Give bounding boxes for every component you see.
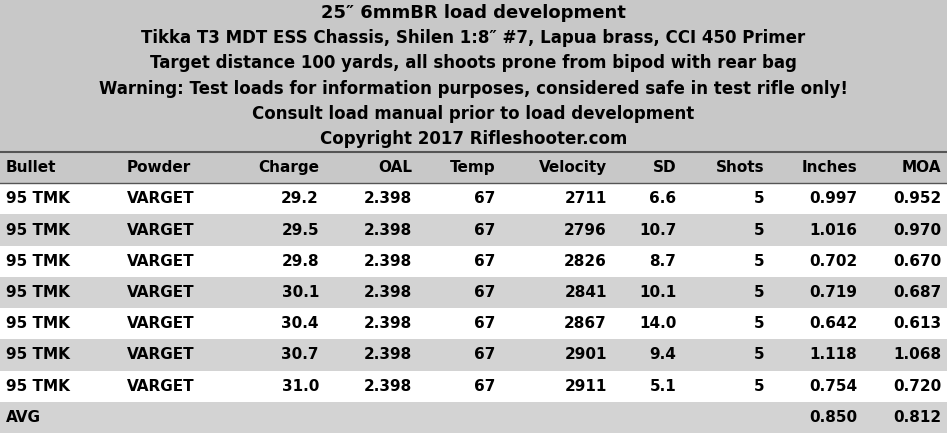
Text: 5: 5 [754, 379, 764, 394]
Text: 67: 67 [474, 223, 495, 238]
Text: 2.398: 2.398 [364, 285, 412, 300]
Text: 95 TMK: 95 TMK [6, 223, 70, 238]
Text: 30.7: 30.7 [281, 347, 319, 362]
Text: 2841: 2841 [564, 285, 607, 300]
Text: 67: 67 [474, 191, 495, 207]
Text: VARGET: VARGET [127, 254, 194, 269]
Text: 29.2: 29.2 [281, 191, 319, 207]
Text: 29.5: 29.5 [281, 223, 319, 238]
Bar [0, 277, 947, 308]
Text: 1.016: 1.016 [810, 223, 857, 238]
Text: 9.4: 9.4 [650, 347, 676, 362]
Text: 0.720: 0.720 [893, 379, 941, 394]
Text: 14.0: 14.0 [639, 316, 676, 331]
Text: 2.398: 2.398 [364, 254, 412, 269]
Text: VARGET: VARGET [127, 223, 194, 238]
Text: 67: 67 [474, 254, 495, 269]
Bar [0, 402, 947, 433]
Text: 95 TMK: 95 TMK [6, 347, 70, 362]
Text: 95 TMK: 95 TMK [6, 285, 70, 300]
Text: 95 TMK: 95 TMK [6, 316, 70, 331]
Text: Charge: Charge [258, 160, 319, 175]
Bar [0, 339, 947, 371]
Text: 95 TMK: 95 TMK [6, 254, 70, 269]
Text: 0.702: 0.702 [809, 254, 857, 269]
Text: Velocity: Velocity [539, 160, 607, 175]
Text: 1.068: 1.068 [893, 347, 941, 362]
Text: Powder: Powder [127, 160, 191, 175]
Text: 30.4: 30.4 [281, 316, 319, 331]
Text: 5: 5 [754, 285, 764, 300]
Bar [0, 214, 947, 246]
Text: 0.812: 0.812 [893, 410, 941, 425]
Text: Shots: Shots [716, 160, 764, 175]
Text: Temp: Temp [450, 160, 495, 175]
Text: 2.398: 2.398 [364, 223, 412, 238]
Text: 8.7: 8.7 [650, 254, 676, 269]
Text: 0.719: 0.719 [810, 285, 857, 300]
Text: 29.8: 29.8 [281, 254, 319, 269]
Text: VARGET: VARGET [127, 316, 194, 331]
Text: 31.0: 31.0 [281, 379, 319, 394]
Text: 67: 67 [474, 316, 495, 331]
Text: 10.1: 10.1 [639, 285, 676, 300]
Bar [0, 152, 947, 183]
Text: 2.398: 2.398 [364, 347, 412, 362]
Text: VARGET: VARGET [127, 191, 194, 207]
Text: Copyright 2017 Rifleshooter.com: Copyright 2017 Rifleshooter.com [320, 130, 627, 149]
Text: VARGET: VARGET [127, 379, 194, 394]
Text: 67: 67 [474, 347, 495, 362]
Text: 2867: 2867 [564, 316, 607, 331]
Text: 2796: 2796 [564, 223, 607, 238]
Text: Bullet: Bullet [6, 160, 57, 175]
Text: 0.850: 0.850 [810, 410, 857, 425]
Text: 0.613: 0.613 [893, 316, 941, 331]
Text: 0.754: 0.754 [810, 379, 857, 394]
Text: MOA: MOA [902, 160, 941, 175]
Bar [0, 371, 947, 402]
Text: OAL: OAL [378, 160, 412, 175]
Text: Target distance 100 yards, all shoots prone from bipod with rear bag: Target distance 100 yards, all shoots pr… [150, 54, 797, 72]
Text: 2711: 2711 [564, 191, 607, 207]
Text: 5.1: 5.1 [650, 379, 676, 394]
Text: Consult load manual prior to load development: Consult load manual prior to load develo… [252, 105, 695, 123]
Text: Inches: Inches [802, 160, 857, 175]
Text: 95 TMK: 95 TMK [6, 191, 70, 207]
Text: 5: 5 [754, 223, 764, 238]
Text: 10.7: 10.7 [639, 223, 676, 238]
Text: 2826: 2826 [563, 254, 607, 269]
Text: 0.670: 0.670 [893, 254, 941, 269]
Text: 95 TMK: 95 TMK [6, 379, 70, 394]
Text: 2911: 2911 [564, 379, 607, 394]
Text: VARGET: VARGET [127, 285, 194, 300]
Text: 67: 67 [474, 379, 495, 394]
Text: 0.687: 0.687 [893, 285, 941, 300]
Text: 5: 5 [754, 316, 764, 331]
Text: 0.970: 0.970 [893, 223, 941, 238]
Text: 5: 5 [754, 347, 764, 362]
Bar [0, 308, 947, 339]
Text: 2.398: 2.398 [364, 191, 412, 207]
Text: 5: 5 [754, 191, 764, 207]
Bar [0, 246, 947, 277]
Text: 2901: 2901 [564, 347, 607, 362]
Text: 25″ 6mmBR load development: 25″ 6mmBR load development [321, 3, 626, 22]
Text: AVG: AVG [6, 410, 41, 425]
Text: 0.997: 0.997 [810, 191, 857, 207]
Text: 2.398: 2.398 [364, 379, 412, 394]
Text: 6.6: 6.6 [650, 191, 676, 207]
Text: 0.952: 0.952 [893, 191, 941, 207]
Text: 30.1: 30.1 [281, 285, 319, 300]
Text: VARGET: VARGET [127, 347, 194, 362]
Text: 0.642: 0.642 [809, 316, 857, 331]
Text: 1.118: 1.118 [810, 347, 857, 362]
Text: 5: 5 [754, 254, 764, 269]
Text: Tikka T3 MDT ESS Chassis, Shilen 1:8″ #7, Lapua brass, CCI 450 Primer: Tikka T3 MDT ESS Chassis, Shilen 1:8″ #7… [141, 29, 806, 47]
Text: SD: SD [652, 160, 676, 175]
Text: 2.398: 2.398 [364, 316, 412, 331]
Text: 67: 67 [474, 285, 495, 300]
Bar [0, 183, 947, 214]
Text: Warning: Test loads for information purposes, considered safe in test rifle only: Warning: Test loads for information purp… [99, 80, 848, 98]
